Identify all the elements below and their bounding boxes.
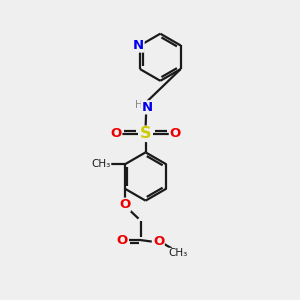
Text: CH₃: CH₃ — [92, 159, 111, 170]
Text: O: O — [153, 235, 164, 248]
Text: N: N — [142, 101, 153, 114]
Text: S: S — [140, 126, 151, 141]
Text: N: N — [133, 39, 144, 52]
Text: O: O — [116, 234, 128, 247]
Text: O: O — [110, 127, 122, 140]
Text: H: H — [135, 100, 143, 110]
Text: CH₃: CH₃ — [168, 248, 187, 258]
Text: O: O — [119, 198, 130, 211]
Text: O: O — [169, 127, 181, 140]
